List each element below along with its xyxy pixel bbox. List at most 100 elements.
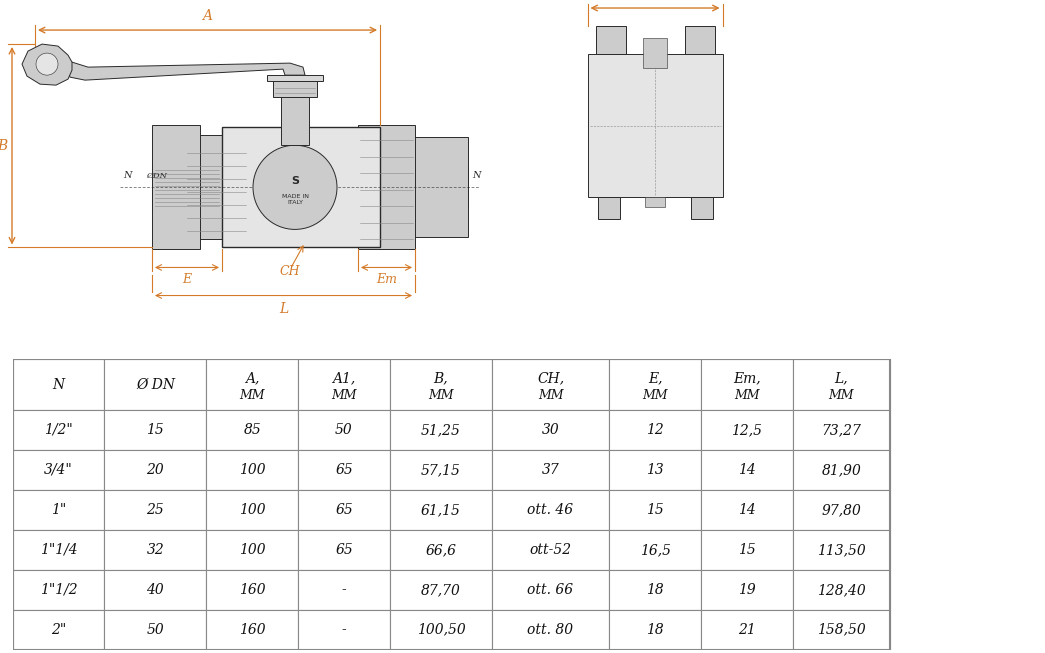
Bar	[390, 410, 492, 450]
Bar	[206, 450, 298, 490]
Text: E,: E,	[648, 372, 663, 385]
Text: 15: 15	[646, 503, 664, 517]
Bar	[492, 450, 609, 490]
Bar	[609, 610, 701, 650]
Bar	[609, 359, 701, 410]
Bar	[104, 359, 206, 410]
Bar	[492, 359, 609, 410]
Text: 100: 100	[239, 543, 265, 557]
Bar	[793, 410, 889, 450]
Bar	[701, 359, 793, 410]
Text: 25: 25	[146, 503, 164, 517]
Text: -: -	[342, 623, 346, 637]
Text: 1"1/4: 1"1/4	[40, 543, 77, 557]
Text: 65: 65	[335, 463, 353, 477]
Bar	[609, 410, 701, 450]
Bar	[596, 26, 626, 54]
Bar	[13, 410, 105, 450]
Text: 2": 2"	[51, 623, 66, 637]
Text: 73,27: 73,27	[821, 423, 861, 437]
Bar	[13, 359, 105, 410]
Text: -: -	[342, 582, 346, 597]
Polygon shape	[22, 44, 72, 85]
Bar	[390, 570, 492, 610]
Text: 1/2": 1/2"	[44, 423, 73, 437]
Text: 50: 50	[335, 423, 353, 437]
Bar	[701, 610, 793, 650]
Bar	[701, 570, 793, 610]
Text: 66,6: 66,6	[425, 543, 457, 557]
Bar	[104, 530, 206, 570]
Text: 37: 37	[541, 463, 559, 477]
Text: 57,15: 57,15	[421, 463, 461, 477]
Bar	[206, 530, 298, 570]
Text: 1": 1"	[51, 503, 66, 517]
Text: B: B	[0, 138, 7, 153]
Bar	[13, 490, 105, 530]
Bar	[268, 75, 323, 81]
Bar	[298, 450, 390, 490]
Text: 128,40: 128,40	[817, 582, 865, 597]
Bar	[380, 167, 468, 208]
Bar	[13, 570, 105, 610]
Text: 13: 13	[646, 463, 664, 477]
Bar	[152, 125, 200, 249]
Bar	[701, 450, 793, 490]
Bar	[298, 570, 390, 610]
Text: N: N	[52, 377, 65, 392]
Text: 65: 65	[335, 543, 353, 557]
Text: ott-52: ott-52	[530, 543, 572, 557]
Text: 51,25: 51,25	[421, 423, 461, 437]
Bar	[273, 81, 317, 97]
Text: 20: 20	[146, 463, 164, 477]
Text: 21: 21	[738, 623, 756, 637]
Bar	[390, 359, 492, 410]
Text: Em: Em	[376, 274, 397, 287]
Text: MM: MM	[331, 389, 356, 402]
Bar	[793, 450, 889, 490]
Bar	[222, 127, 380, 247]
Text: 40: 40	[146, 582, 164, 597]
Bar	[492, 570, 609, 610]
Text: 61,15: 61,15	[421, 503, 461, 517]
Bar	[206, 610, 298, 650]
Bar	[13, 450, 105, 490]
Text: 12: 12	[646, 423, 664, 437]
Bar	[609, 570, 701, 610]
Text: 19: 19	[738, 582, 756, 597]
Bar	[13, 610, 105, 650]
Bar	[691, 197, 713, 219]
Text: MM: MM	[735, 389, 760, 402]
Text: A,: A,	[245, 372, 259, 385]
Text: 160: 160	[239, 582, 265, 597]
Circle shape	[36, 53, 59, 75]
Bar	[701, 490, 793, 530]
Text: S: S	[291, 176, 299, 186]
Text: 15: 15	[738, 543, 756, 557]
Bar	[298, 410, 390, 450]
Bar	[298, 359, 390, 410]
Text: 18: 18	[646, 582, 664, 597]
Text: 16,5: 16,5	[640, 543, 671, 557]
Text: N: N	[472, 171, 481, 180]
Text: L: L	[279, 302, 288, 315]
Bar	[298, 610, 390, 650]
Bar	[206, 570, 298, 610]
Bar	[13, 530, 105, 570]
Circle shape	[253, 145, 336, 229]
Bar	[298, 530, 390, 570]
Bar	[104, 610, 206, 650]
Text: 15: 15	[146, 423, 164, 437]
Bar	[104, 570, 206, 610]
Text: 100: 100	[239, 463, 265, 477]
Text: A1,: A1,	[332, 372, 355, 385]
Text: CH,: CH,	[537, 372, 564, 385]
Text: 113,50: 113,50	[817, 543, 865, 557]
Bar	[104, 410, 206, 450]
Bar	[645, 197, 665, 208]
Text: E: E	[183, 274, 191, 287]
Bar	[390, 490, 492, 530]
Bar	[104, 490, 206, 530]
Bar	[358, 137, 468, 238]
Text: 158,50: 158,50	[817, 623, 865, 637]
